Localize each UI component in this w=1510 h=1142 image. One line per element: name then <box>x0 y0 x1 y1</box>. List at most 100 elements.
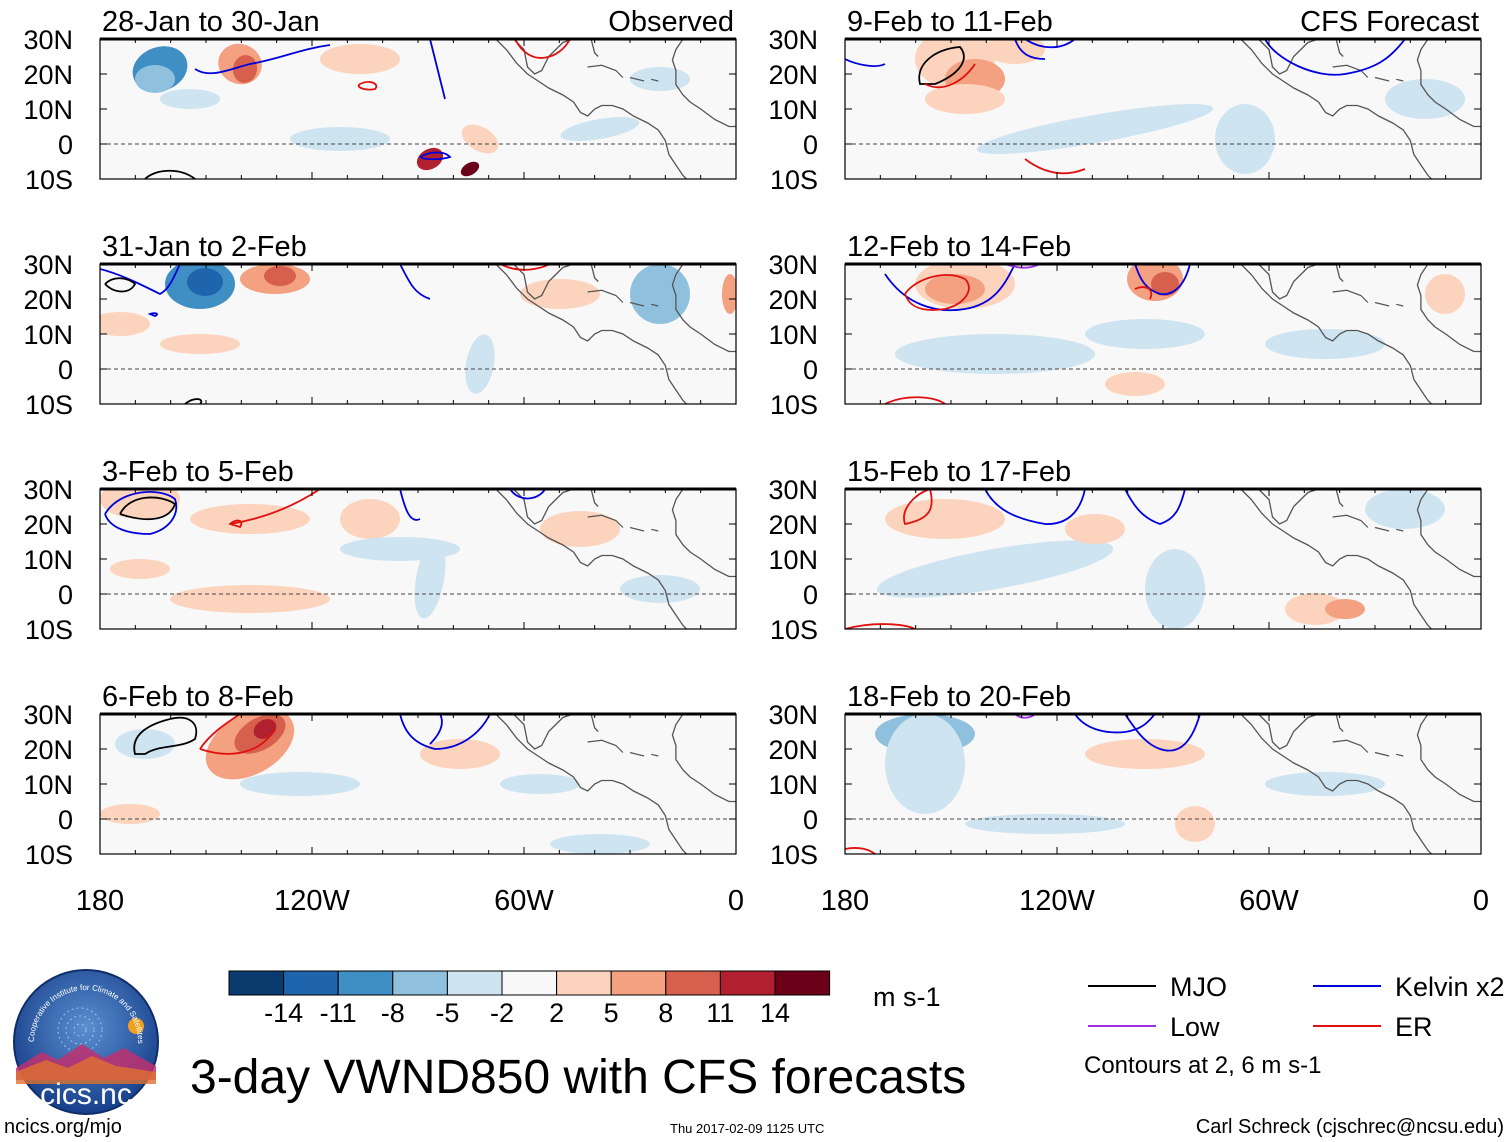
contour-line <box>904 274 970 311</box>
coastline-africa <box>1416 39 1481 128</box>
panel-background <box>100 39 736 179</box>
lat-label: 30N <box>768 250 818 280</box>
vwnd-shading <box>1365 489 1445 529</box>
colorbar-swatch <box>392 970 448 996</box>
lat-label: 20N <box>23 510 73 540</box>
lat-label: 0 <box>58 580 73 610</box>
coastline-americas <box>495 264 687 404</box>
contour-kelvin-x2 <box>1124 714 1201 752</box>
colorbar-units: m s-1 <box>873 982 941 1012</box>
logo-text: cics.nc <box>40 1078 132 1111</box>
vwnd-shading <box>1425 274 1465 314</box>
contour-kelvin-x2 <box>1264 39 1406 76</box>
vwnd-shading <box>320 44 400 74</box>
legend-label: ER <box>1395 1012 1433 1042</box>
legend-label: MJO <box>1170 972 1227 1002</box>
contour-er <box>228 519 243 529</box>
legend-label: Low <box>1170 1012 1220 1042</box>
vwnd-shading <box>722 274 736 314</box>
contour-line <box>199 728 276 755</box>
coastline-americas <box>1240 264 1432 404</box>
contour-line <box>884 396 946 404</box>
colorbar-swatch <box>337 970 394 996</box>
contour-line <box>1024 158 1086 175</box>
colorbar-swatch <box>501 970 558 996</box>
contour-kelvin-x2 <box>429 39 446 100</box>
coastline-island <box>1332 514 1369 528</box>
colorbar-swatch <box>665 970 721 996</box>
contour-line <box>884 264 1016 312</box>
vwnd-shading <box>885 714 965 814</box>
panel-type-label: Observed <box>608 6 734 38</box>
contour-line <box>924 63 976 89</box>
contour-kelvin-x2 <box>1074 714 1156 734</box>
vwnd-shading <box>160 89 220 109</box>
vwnd-shading <box>170 585 330 613</box>
coastline-island <box>651 528 659 532</box>
contour-kelvin-x2 <box>1124 489 1186 525</box>
panel-period-title: 6-Feb to 8-Feb <box>102 681 294 713</box>
lat-label: 20N <box>768 60 818 90</box>
coastline-americas <box>1240 39 1432 179</box>
coastline-florida <box>1335 264 1344 282</box>
vwnd-shading <box>876 540 1114 598</box>
coastline-florida <box>590 489 599 507</box>
lon-label: 60W <box>1239 885 1299 917</box>
contour-kelvin-x2 <box>399 264 431 300</box>
contour-line <box>429 39 446 100</box>
contour-line <box>1074 714 1156 734</box>
contour-kelvin-x2 <box>419 151 452 161</box>
vwnd-shading <box>187 268 223 296</box>
contour-er <box>884 396 946 404</box>
contour-line <box>514 39 571 59</box>
coastline-gulf <box>1257 264 1319 300</box>
coastline-florida <box>1335 489 1344 507</box>
lat-label: 30N <box>768 700 818 730</box>
contour-er <box>903 489 933 526</box>
panel-period-title: 28-Jan to 30-Jan <box>102 6 320 38</box>
vwnd-shading <box>630 264 690 324</box>
lat-label: 20N <box>768 510 818 540</box>
contour-line <box>1264 39 1406 76</box>
panel-2: 30N 20N 10N 0 10S 31-Jan to 2-Feb <box>23 231 737 420</box>
contour-er <box>199 728 276 755</box>
panel-background <box>100 714 736 854</box>
contour-line <box>399 264 431 300</box>
coastline-americas <box>495 489 687 629</box>
lat-label: 10S <box>25 840 73 870</box>
contour-line <box>903 489 933 526</box>
colorbar-swatch <box>610 970 667 996</box>
colorbar-swatch <box>446 970 503 996</box>
lat-label: 10S <box>25 165 73 195</box>
lat-label: 10N <box>768 95 818 125</box>
vwnd-shading <box>160 334 240 354</box>
contour-kelvin-x2 <box>100 264 181 296</box>
lat-label: 10S <box>25 390 73 420</box>
contour-kelvin-x2 <box>1024 39 1076 49</box>
lat-label: 10S <box>770 840 818 870</box>
map-panels: 30N 20N 10N 0 10S 28-Jan to 30-Jan Observed 30N… <box>23 6 1482 870</box>
contour-line <box>1024 39 1076 49</box>
contour-kelvin-x2 <box>399 489 421 521</box>
contour-kelvin-x2 <box>147 312 158 317</box>
contour-line <box>1134 286 1153 300</box>
contour-kelvin-x2 <box>845 58 886 67</box>
vwnd-shading <box>340 499 400 539</box>
lat-label: 0 <box>803 130 818 160</box>
lat-label: 10S <box>770 390 818 420</box>
lat-label: 30N <box>23 25 73 55</box>
coastline-gulf <box>1257 39 1319 75</box>
legend-label: Kelvin x2 <box>1395 972 1505 1002</box>
contour-line <box>419 151 452 161</box>
coastline-island <box>651 753 659 757</box>
contour-note: Contours at 2, 6 m s-1 <box>1084 1052 1322 1079</box>
vwnd-shading <box>110 559 170 579</box>
contour-er <box>1024 158 1086 175</box>
contour-legend: MJO Kelvin x2 Low ER <box>1088 972 1505 1042</box>
colorbar-tick-label: 11 <box>706 998 734 1028</box>
contour-line <box>119 496 177 521</box>
lat-label: 30N <box>23 700 73 730</box>
lon-label: 120W <box>274 885 350 917</box>
panel-field <box>845 489 1481 629</box>
contour-mjo <box>144 169 196 179</box>
